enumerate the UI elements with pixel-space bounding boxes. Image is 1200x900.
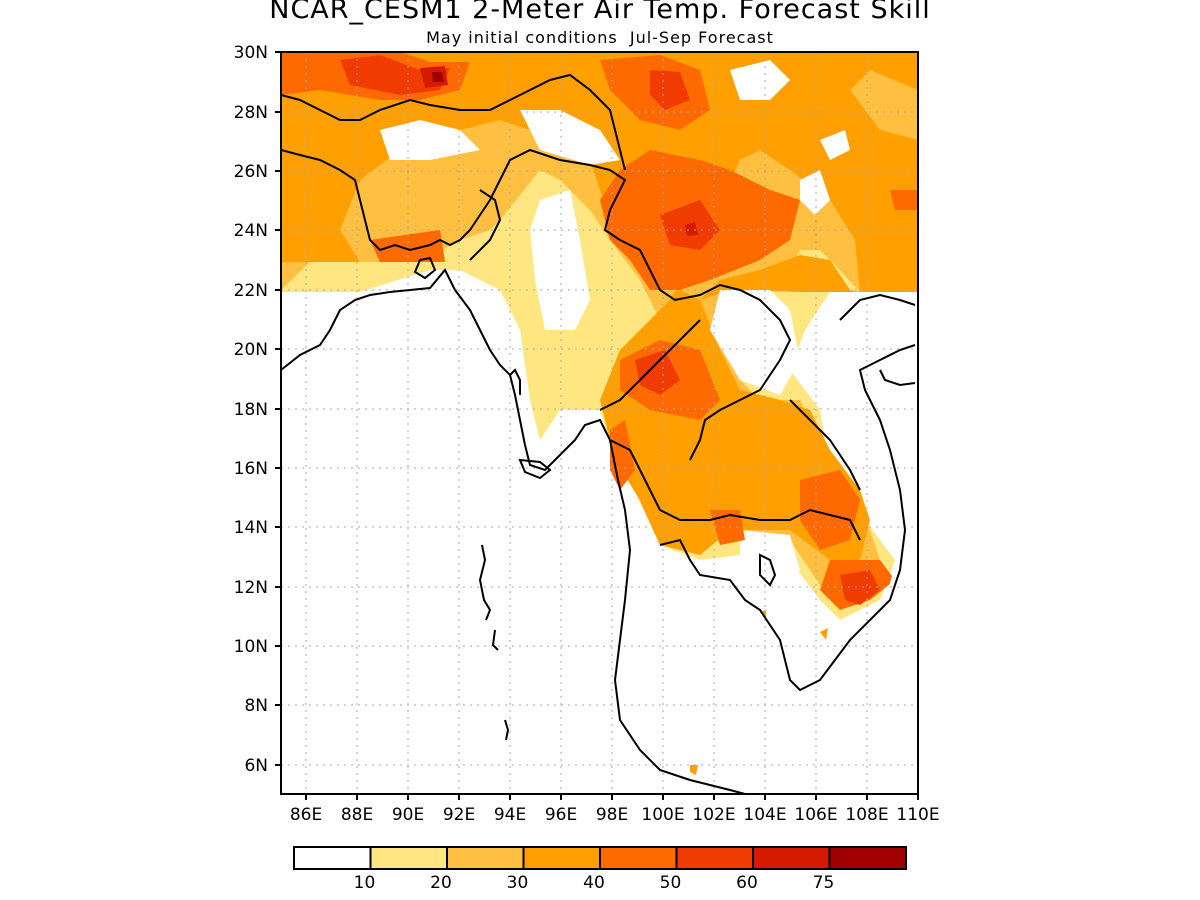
ocean-mask bbox=[281, 292, 918, 794]
colorbar-label: 75 bbox=[813, 873, 835, 893]
lon-label: 94E bbox=[494, 805, 526, 825]
colorbar-swatch bbox=[522, 846, 601, 870]
map-subtitle: May initial conditions Jul-Sep Forecast bbox=[426, 28, 774, 47]
colorbar-swatch bbox=[828, 846, 907, 870]
lon-label: 88E bbox=[341, 805, 373, 825]
lon-label: 108E bbox=[845, 805, 888, 825]
lat-label: 26N bbox=[234, 162, 268, 182]
gridlines bbox=[281, 52, 918, 794]
lon-label: 86E bbox=[290, 805, 322, 825]
lat-label: 18N bbox=[234, 400, 268, 420]
lat-label: 22N bbox=[234, 281, 268, 301]
colorbar-label: 50 bbox=[660, 873, 682, 893]
lat-labels: 6N 8N 10N 12N 14N 16N 18N 20N 22N 24N 26… bbox=[234, 43, 268, 776]
colorbar-swatch bbox=[369, 846, 448, 870]
skill-field bbox=[281, 52, 918, 794]
lon-label: 100E bbox=[641, 805, 684, 825]
map-frame bbox=[280, 51, 919, 795]
lon-labels: 86E 88E 90E 92E 94E 96E 98E 100E 102E 10… bbox=[290, 805, 940, 825]
lat-label: 8N bbox=[244, 696, 268, 716]
lon-label: 92E bbox=[443, 805, 475, 825]
lat-label: 20N bbox=[234, 340, 268, 360]
lon-label: 106E bbox=[794, 805, 837, 825]
islands bbox=[413, 256, 777, 741]
colorbar-swatch bbox=[599, 846, 678, 870]
lon-label: 110E bbox=[896, 805, 939, 825]
lat-label: 16N bbox=[234, 459, 268, 479]
tick-marks bbox=[275, 51, 919, 800]
lat-label: 28N bbox=[234, 103, 268, 123]
lat-label: 12N bbox=[234, 578, 268, 598]
colorbar-label: 10 bbox=[354, 873, 376, 893]
colorbar-swatch bbox=[752, 846, 831, 870]
lat-label: 14N bbox=[234, 518, 268, 538]
lon-label: 102E bbox=[692, 805, 735, 825]
map-title: NCAR_CESM1 2-Meter Air Temp. Forecast Sk… bbox=[269, 0, 931, 25]
lat-label: 24N bbox=[234, 221, 268, 241]
colorbar-label: 30 bbox=[507, 873, 529, 893]
lat-label: 30N bbox=[234, 43, 268, 63]
colorbar-label: 20 bbox=[430, 873, 452, 893]
lon-label: 90E bbox=[392, 805, 424, 825]
coastlines bbox=[281, 73, 916, 794]
lat-label: 6N bbox=[244, 756, 268, 776]
colorbar-label: 60 bbox=[736, 873, 758, 893]
colorbar-swatch bbox=[293, 846, 372, 870]
colorbar: 10 20 30 40 50 60 75 bbox=[293, 846, 907, 893]
lon-label: 98E bbox=[596, 805, 628, 825]
skill-area-30-40 bbox=[281, 52, 918, 560]
colorbar-swatch bbox=[446, 846, 525, 870]
colorbar-swatch bbox=[675, 846, 754, 870]
lon-label: 104E bbox=[743, 805, 786, 825]
lon-label: 96E bbox=[545, 805, 577, 825]
lat-label: 10N bbox=[234, 637, 268, 657]
colorbar-label: 40 bbox=[583, 873, 605, 893]
